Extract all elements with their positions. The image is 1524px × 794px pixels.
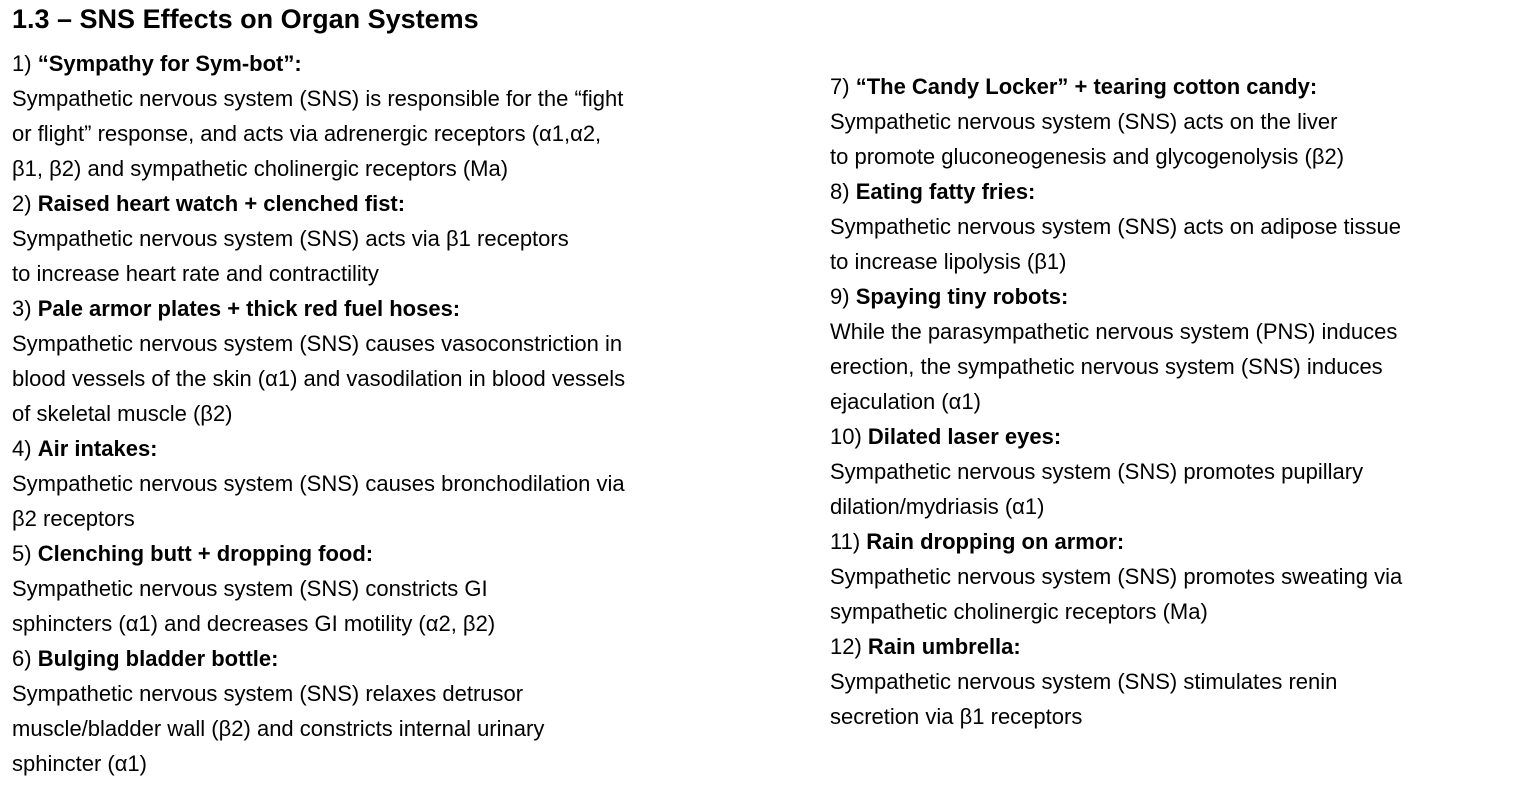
item-heading: Spaying tiny robots: — [855, 284, 1069, 309]
list-item: 7) “The Candy Locker” + tearing cotton c… — [830, 69, 1520, 174]
item-description: Sympathetic nervous system (SNS) promote… — [830, 559, 1520, 629]
list-item: 12) Rain umbrella: Sympathetic nervous s… — [830, 629, 1520, 734]
description-line: Sympathetic nervous system (SNS) is resp… — [12, 86, 624, 111]
item-number: 4) — [12, 436, 32, 461]
item-heading: Rain umbrella: — [867, 634, 1021, 659]
description-line: Sympathetic nervous system (SNS) acts on… — [830, 214, 1402, 239]
description-line: blood vessels of the skin (α1) and vasod… — [12, 366, 626, 391]
item-number: 8) — [830, 179, 850, 204]
item-number: 12) — [830, 634, 862, 659]
list-item: 11) Rain dropping on armor: Sympathetic … — [830, 524, 1520, 629]
description-line: to increase heart rate and contractility — [12, 261, 379, 286]
item-header: 3) Pale armor plates + thick red fuel ho… — [12, 291, 752, 326]
item-heading: Rain dropping on armor: — [866, 529, 1125, 554]
item-header: 12) Rain umbrella: — [830, 629, 1520, 664]
item-description: Sympathetic nervous system (SNS) causes … — [12, 326, 752, 431]
description-line: of skeletal muscle (β2) — [12, 401, 233, 426]
description-line: Sympathetic nervous system (SNS) promote… — [830, 564, 1403, 589]
item-description: Sympathetic nervous system (SNS) acts on… — [830, 209, 1520, 279]
item-header: 11) Rain dropping on armor: — [830, 524, 1520, 559]
item-number: 5) — [12, 541, 32, 566]
list-item: 1) “Sympathy for Sym-bot”: Sympathetic n… — [12, 46, 752, 186]
description-line: sympathetic cholinergic receptors (Ma) — [830, 599, 1208, 624]
description-line: β2 receptors — [12, 506, 135, 531]
item-header: 5) Clenching butt + dropping food: — [12, 536, 752, 571]
item-heading: Clenching butt + dropping food: — [37, 541, 374, 566]
description-line: Sympathetic nervous system (SNS) promote… — [830, 459, 1364, 484]
description-line: sphincters (α1) and decreases GI motilit… — [12, 611, 496, 636]
description-line: Sympathetic nervous system (SNS) causes … — [12, 331, 623, 356]
description-line: to promote gluconeogenesis and glycogeno… — [830, 144, 1345, 169]
item-description: Sympathetic nervous system (SNS) acts on… — [830, 104, 1520, 174]
item-number: 1) — [12, 51, 32, 76]
list-item: 3) Pale armor plates + thick red fuel ho… — [12, 291, 752, 431]
description-line: ejaculation (α1) — [830, 389, 981, 414]
item-description: Sympathetic nervous system (SNS) stimula… — [830, 664, 1520, 734]
item-number: 6) — [12, 646, 32, 671]
description-line: β1, β2) and sympathetic cholinergic rece… — [12, 156, 509, 181]
right-column: 7) “The Candy Locker” + tearing cotton c… — [830, 69, 1520, 734]
item-header: 4) Air intakes: — [12, 431, 752, 466]
item-header: 2) Raised heart watch + clenched fist: — [12, 186, 752, 221]
item-number: 9) — [830, 284, 850, 309]
list-item: 10) Dilated laser eyes: Sympathetic nerv… — [830, 419, 1520, 524]
item-heading: Pale armor plates + thick red fuel hoses… — [37, 296, 461, 321]
description-line: Sympathetic nervous system (SNS) constri… — [12, 576, 488, 601]
description-line: Sympathetic nervous system (SNS) acts on… — [830, 109, 1338, 134]
item-description: Sympathetic nervous system (SNS) causes … — [12, 466, 752, 536]
left-column: 1) “Sympathy for Sym-bot”: Sympathetic n… — [12, 46, 752, 781]
list-item: 9) Spaying tiny robots: While the parasy… — [830, 279, 1520, 419]
item-number: 2) — [12, 191, 32, 216]
list-item: 2) Raised heart watch + clenched fist: S… — [12, 186, 752, 291]
item-heading: Raised heart watch + clenched fist: — [37, 191, 406, 216]
description-line: Sympathetic nervous system (SNS) acts vi… — [12, 226, 569, 251]
list-item: 4) Air intakes: Sympathetic nervous syst… — [12, 431, 752, 536]
item-heading: Bulging bladder bottle: — [37, 646, 279, 671]
item-description: Sympathetic nervous system (SNS) acts vi… — [12, 221, 752, 291]
page-title: 1.3 – SNS Effects on Organ Systems — [12, 4, 479, 34]
item-heading: “The Candy Locker” + tearing cotton cand… — [855, 74, 1318, 99]
item-description: Sympathetic nervous system (SNS) promote… — [830, 454, 1520, 524]
item-number: 11) — [830, 529, 861, 554]
item-number: 7) — [830, 74, 850, 99]
item-heading: “Sympathy for Sym-bot”: — [37, 51, 302, 76]
list-item: 8) Eating fatty fries: Sympathetic nervo… — [830, 174, 1520, 279]
list-item: 6) Bulging bladder bottle: Sympathetic n… — [12, 641, 752, 781]
description-line: Sympathetic nervous system (SNS) stimula… — [830, 669, 1338, 694]
item-header: 6) Bulging bladder bottle: — [12, 641, 752, 676]
description-line: muscle/bladder wall (β2) and constricts … — [12, 716, 545, 741]
description-line: While the parasympathetic nervous system… — [830, 319, 1398, 344]
item-heading: Air intakes: — [37, 436, 158, 461]
description-line: secretion via β1 receptors — [830, 704, 1083, 729]
item-header: 10) Dilated laser eyes: — [830, 419, 1520, 454]
item-header: 1) “Sympathy for Sym-bot”: — [12, 46, 752, 81]
item-header: 7) “The Candy Locker” + tearing cotton c… — [830, 69, 1520, 104]
item-description: While the parasympathetic nervous system… — [830, 314, 1520, 419]
description-line: dilation/mydriasis (α1) — [830, 494, 1045, 519]
description-line: Sympathetic nervous system (SNS) causes … — [12, 471, 625, 496]
item-description: Sympathetic nervous system (SNS) is resp… — [12, 81, 752, 186]
description-line: sphincter (α1) — [12, 751, 147, 776]
item-number: 3) — [12, 296, 32, 321]
description-line: to increase lipolysis (β1) — [830, 249, 1067, 274]
list-item: 5) Clenching butt + dropping food: Sympa… — [12, 536, 752, 641]
description-line: erection, the sympathetic nervous system… — [830, 354, 1383, 379]
item-header: 9) Spaying tiny robots: — [830, 279, 1520, 314]
item-header: 8) Eating fatty fries: — [830, 174, 1520, 209]
item-number: 10) — [830, 424, 862, 449]
item-heading: Dilated laser eyes: — [867, 424, 1062, 449]
item-description: Sympathetic nervous system (SNS) relaxes… — [12, 676, 752, 781]
item-heading: Eating fatty fries: — [855, 179, 1036, 204]
item-description: Sympathetic nervous system (SNS) constri… — [12, 571, 752, 641]
description-line: Sympathetic nervous system (SNS) relaxes… — [12, 681, 524, 706]
description-line: or flight” response, and acts via adrene… — [12, 121, 602, 146]
